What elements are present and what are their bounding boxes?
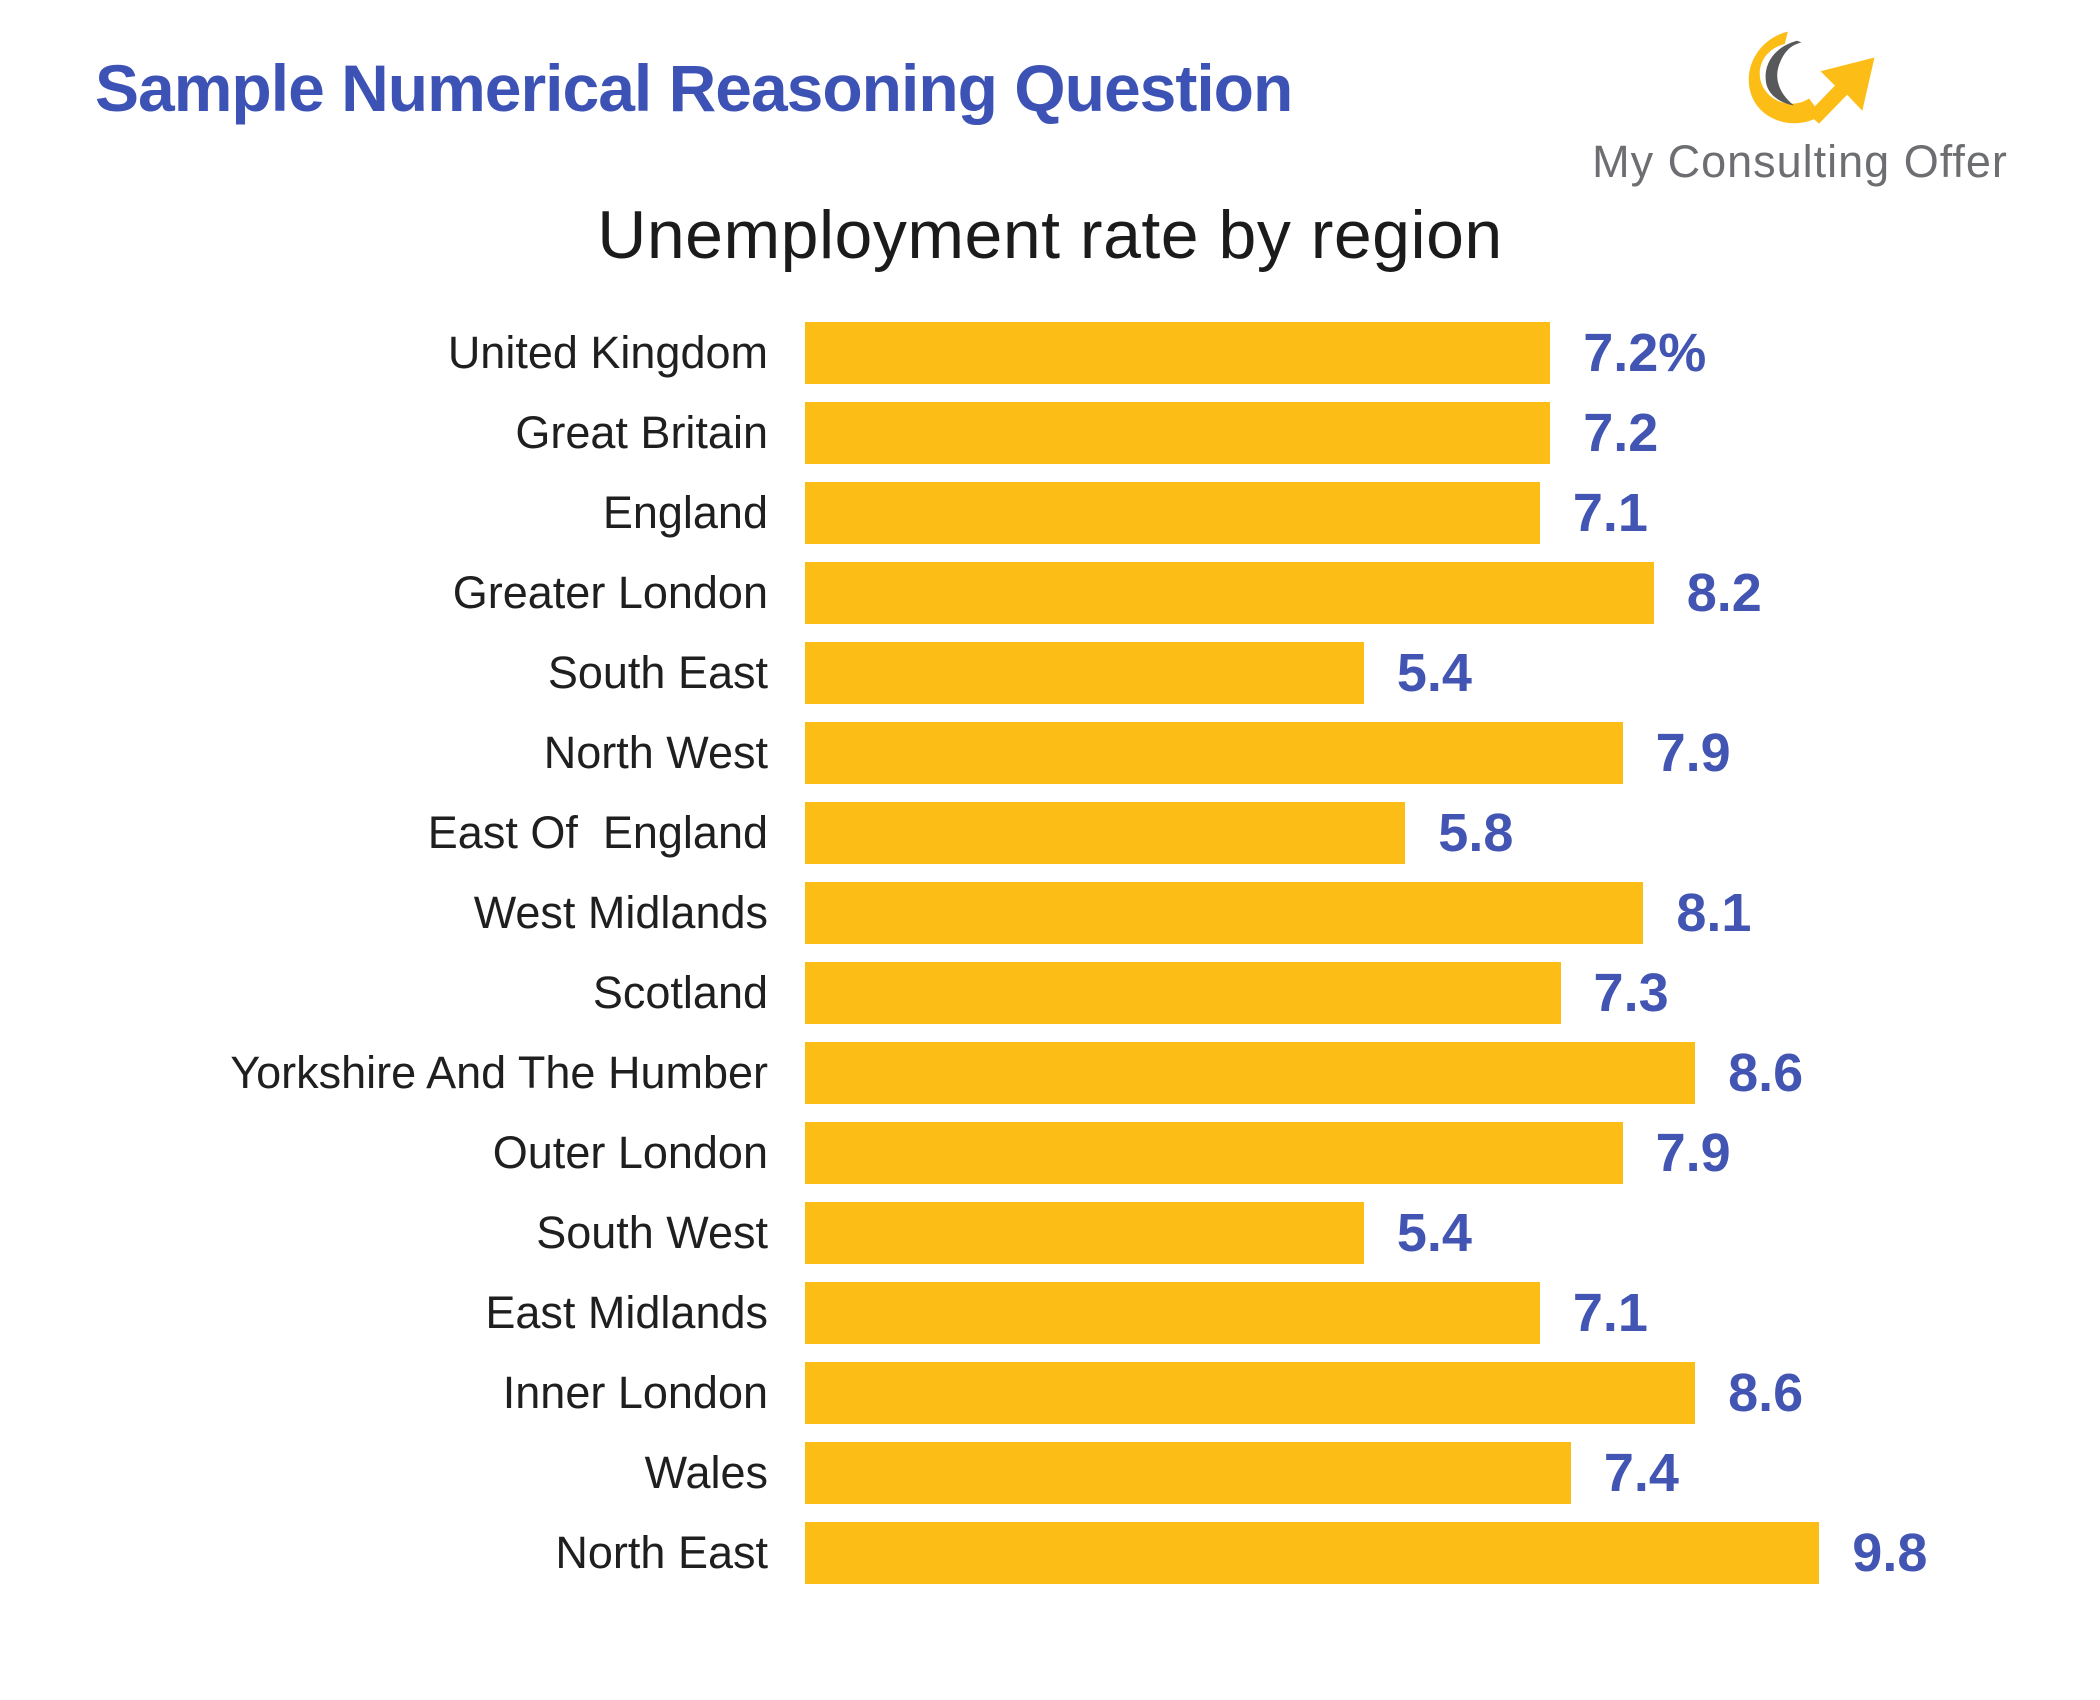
chart-row: East Of England 5.8 xyxy=(0,793,2100,873)
bar xyxy=(805,322,1551,384)
bar xyxy=(805,1362,1696,1424)
region-label: South East xyxy=(547,647,768,698)
logo: My Consulting Offer xyxy=(1592,18,2007,188)
value-label: 7.3 xyxy=(1593,963,1669,1023)
bar xyxy=(805,1042,1696,1104)
value-label: 8.1 xyxy=(1676,883,1752,943)
curved-arrow-up-right-icon xyxy=(1748,31,1875,124)
bar xyxy=(805,1522,1820,1584)
region-label: Scotland xyxy=(592,967,768,1018)
chart-row: Outer London 7.9 xyxy=(0,1113,2100,1193)
region-label: Greater London xyxy=(452,567,768,618)
chart-title: Unemployment rate by region xyxy=(597,197,1503,273)
region-label: Yorkshire And The Humber xyxy=(230,1047,768,1098)
region-label: East Midlands xyxy=(485,1287,768,1338)
region-label: South West xyxy=(536,1207,768,1258)
bar xyxy=(805,802,1406,864)
value-label: 7.4 xyxy=(1603,1443,1679,1503)
chart-row: North East 9.8 xyxy=(0,1513,2100,1593)
value-label: 5.4 xyxy=(1396,643,1472,703)
bar xyxy=(805,962,1561,1024)
bar xyxy=(805,562,1654,624)
chart-row: Yorkshire And The Humber 8.6 xyxy=(0,1033,2100,1113)
value-label: 8.2 xyxy=(1686,563,1762,623)
bar xyxy=(805,722,1623,784)
chart-row: South West 5.4 xyxy=(0,1193,2100,1273)
chart-row: South East 5.4 xyxy=(0,633,2100,713)
value-label: 7.1 xyxy=(1572,483,1648,543)
bar xyxy=(805,1122,1623,1184)
value-label: 7.2% xyxy=(1583,323,1707,383)
region-label: England xyxy=(602,487,768,538)
value-label: 9.8 xyxy=(1852,1523,1928,1583)
chart-row: Scotland 7.3 xyxy=(0,953,2100,1033)
bar-chart: United Kingdom 7.2% Great Britain 7.2 En… xyxy=(0,313,2100,1593)
bar xyxy=(805,482,1540,544)
value-label: 8.6 xyxy=(1728,1043,1804,1103)
value-label: 7.1 xyxy=(1572,1283,1648,1343)
bar xyxy=(805,402,1551,464)
chart-row: Greater London 8.2 xyxy=(0,553,2100,633)
chart-row: West Midlands 8.1 xyxy=(0,873,2100,953)
bar xyxy=(805,1202,1364,1264)
value-label: 5.8 xyxy=(1438,803,1514,863)
chart-row: Inner London 8.6 xyxy=(0,1353,2100,1433)
region-label: United Kingdom xyxy=(447,327,768,378)
region-label: North West xyxy=(543,727,768,778)
value-label: 7.2 xyxy=(1583,403,1659,463)
chart-row: Great Britain 7.2 xyxy=(0,393,2100,473)
region-label: West Midlands xyxy=(473,887,768,938)
region-label: North East xyxy=(555,1527,768,1578)
value-label: 7.9 xyxy=(1655,723,1731,783)
bar xyxy=(805,1282,1540,1344)
value-label: 5.4 xyxy=(1396,1203,1472,1263)
bar xyxy=(805,882,1644,944)
chart-row: North West 7.9 xyxy=(0,713,2100,793)
page-title: Sample Numerical Reasoning Question xyxy=(95,51,1293,125)
logo-text: My Consulting Offer xyxy=(1592,136,2008,187)
region-label: Great Britain xyxy=(515,407,768,458)
region-label: East Of England xyxy=(427,807,768,858)
chart-row: East Midlands 7.1 xyxy=(0,1273,2100,1353)
value-label: 7.9 xyxy=(1655,1123,1731,1183)
bar xyxy=(805,642,1364,704)
region-label: Outer London xyxy=(492,1127,768,1178)
bar xyxy=(805,1442,1571,1504)
chart-row: England 7.1 xyxy=(0,473,2100,553)
value-label: 8.6 xyxy=(1728,1363,1804,1423)
chart-row: United Kingdom 7.2% xyxy=(0,313,2100,393)
chart-row: Wales 7.4 xyxy=(0,1433,2100,1513)
region-label: Wales xyxy=(644,1447,768,1498)
region-label: Inner London xyxy=(502,1367,768,1418)
